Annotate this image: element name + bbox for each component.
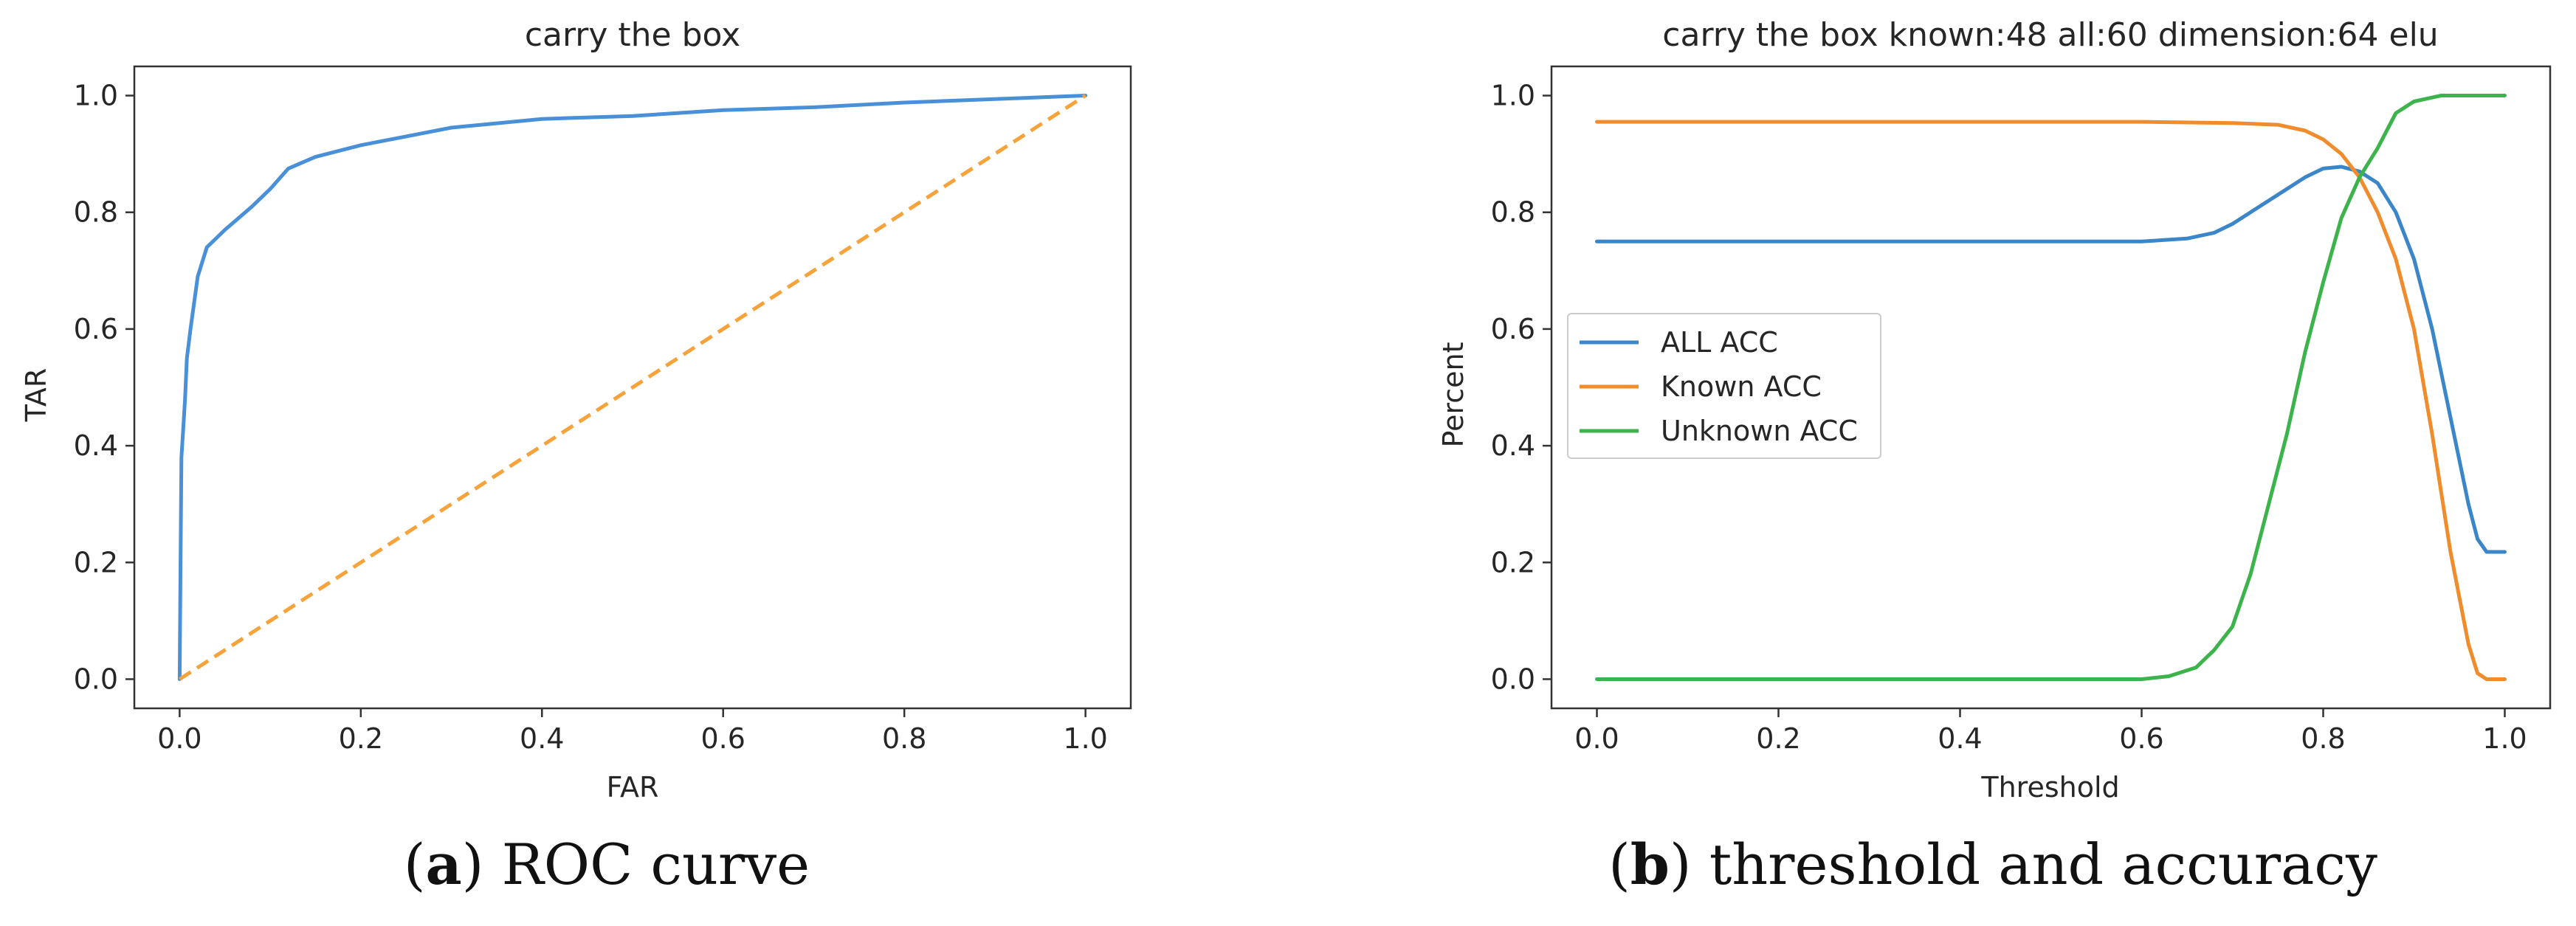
roc-chart: carry the box FAR TAR 0.0 0.2 0.4 0.6 0.8 1.0… xyxy=(20,16,1132,897)
threshold-legend: ALL ACC Known ACC Unknown ACC xyxy=(1567,313,1881,459)
roc-ytick-label: 0.2 xyxy=(74,546,118,578)
legend-label-all-acc: ALL ACC xyxy=(1661,326,1778,359)
threshold-caption-text: threshold and accuracy xyxy=(1709,832,2377,897)
legend-label-unknown-acc: Unknown ACC xyxy=(1661,415,1858,447)
threshold-xtick-label: 0.2 xyxy=(1756,722,1800,755)
threshold-series-line-1 xyxy=(1595,120,2507,681)
threshold-ytick-labels: 0.0 0.2 0.4 0.6 0.8 1.0 xyxy=(1491,80,1535,696)
roc-xtick-label: 0.4 xyxy=(520,722,564,755)
threshold-ytick-label: 0.4 xyxy=(1491,429,1535,462)
roc-ylabel: TAR xyxy=(20,368,52,423)
roc-series-line-0 xyxy=(177,94,1088,681)
roc-ytick-label: 1.0 xyxy=(74,80,118,112)
threshold-xtick-label: 0.0 xyxy=(1574,722,1619,755)
threshold-ytick-label: 0.6 xyxy=(1491,313,1535,345)
threshold-series-line-0 xyxy=(1595,165,2507,554)
roc-xtick-label: 0.2 xyxy=(339,722,383,755)
threshold-series-line-2 xyxy=(1595,94,2507,681)
threshold-chart: carry the box known:48 all:60 dimension:… xyxy=(1437,16,2552,897)
roc-ytick-label: 0.8 xyxy=(74,196,118,229)
roc-ytick-labels: 0.0 0.2 0.4 0.6 0.8 1.0 xyxy=(74,80,118,696)
roc-ytick-label: 0.4 xyxy=(74,429,118,462)
threshold-caption-letter: b xyxy=(1630,832,1670,897)
threshold-xtick-label: 0.4 xyxy=(1938,722,1982,755)
roc-xtick-labels: 0.0 0.2 0.4 0.6 0.8 1.0 xyxy=(157,722,1108,755)
threshold-chart-title: carry the box known:48 all:60 dimension:… xyxy=(1662,16,2438,54)
roc-xtick-label: 0.6 xyxy=(701,722,745,755)
roc-ytick-label: 0.6 xyxy=(74,313,118,345)
roc-caption-text: ROC curve xyxy=(502,832,810,897)
roc-plot-area xyxy=(125,65,1132,717)
roc-xtick-label: 0.8 xyxy=(882,722,926,755)
threshold-xlabel: Threshold xyxy=(1980,771,2119,804)
threshold-ytick-label: 0.8 xyxy=(1491,196,1535,229)
roc-xtick-label: 0.0 xyxy=(157,722,202,755)
threshold-xtick-labels: 0.0 0.2 0.4 0.6 0.8 1.0 xyxy=(1574,722,2527,755)
roc-chart-title: carry the box xyxy=(525,16,740,54)
roc-xlabel: FAR xyxy=(607,771,659,804)
legend-frame xyxy=(1567,313,1881,459)
roc-xtick-label: 1.0 xyxy=(1063,722,1107,755)
threshold-plot-area xyxy=(1543,65,2552,717)
threshold-ytick-label: 1.0 xyxy=(1491,80,1535,112)
threshold-xtick-label: 1.0 xyxy=(2482,722,2527,755)
threshold-ylabel: Percent xyxy=(1437,342,1470,448)
roc-series-line-1 xyxy=(179,94,1086,681)
threshold-ytick-label: 0.2 xyxy=(1491,546,1535,578)
roc-caption-letter: a xyxy=(426,832,462,897)
threshold-ytick-label: 0.0 xyxy=(1491,663,1535,695)
threshold-xtick-label: 0.6 xyxy=(2119,722,2163,755)
roc-axes-frame xyxy=(133,65,1132,710)
legend-label-known-acc: Known ACC xyxy=(1661,370,1822,403)
roc-ytick-label: 0.0 xyxy=(74,663,118,695)
roc-caption: (a) ROC curve xyxy=(404,832,810,897)
threshold-axes-frame xyxy=(1550,65,2552,710)
threshold-caption: (b) threshold and accuracy xyxy=(1608,832,2377,897)
threshold-xtick-label: 0.8 xyxy=(2301,722,2345,755)
